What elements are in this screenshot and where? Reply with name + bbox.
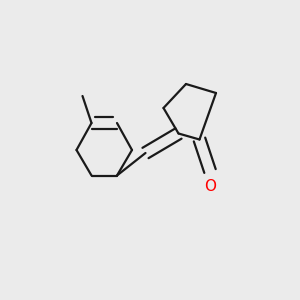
Text: O: O xyxy=(204,179,216,194)
